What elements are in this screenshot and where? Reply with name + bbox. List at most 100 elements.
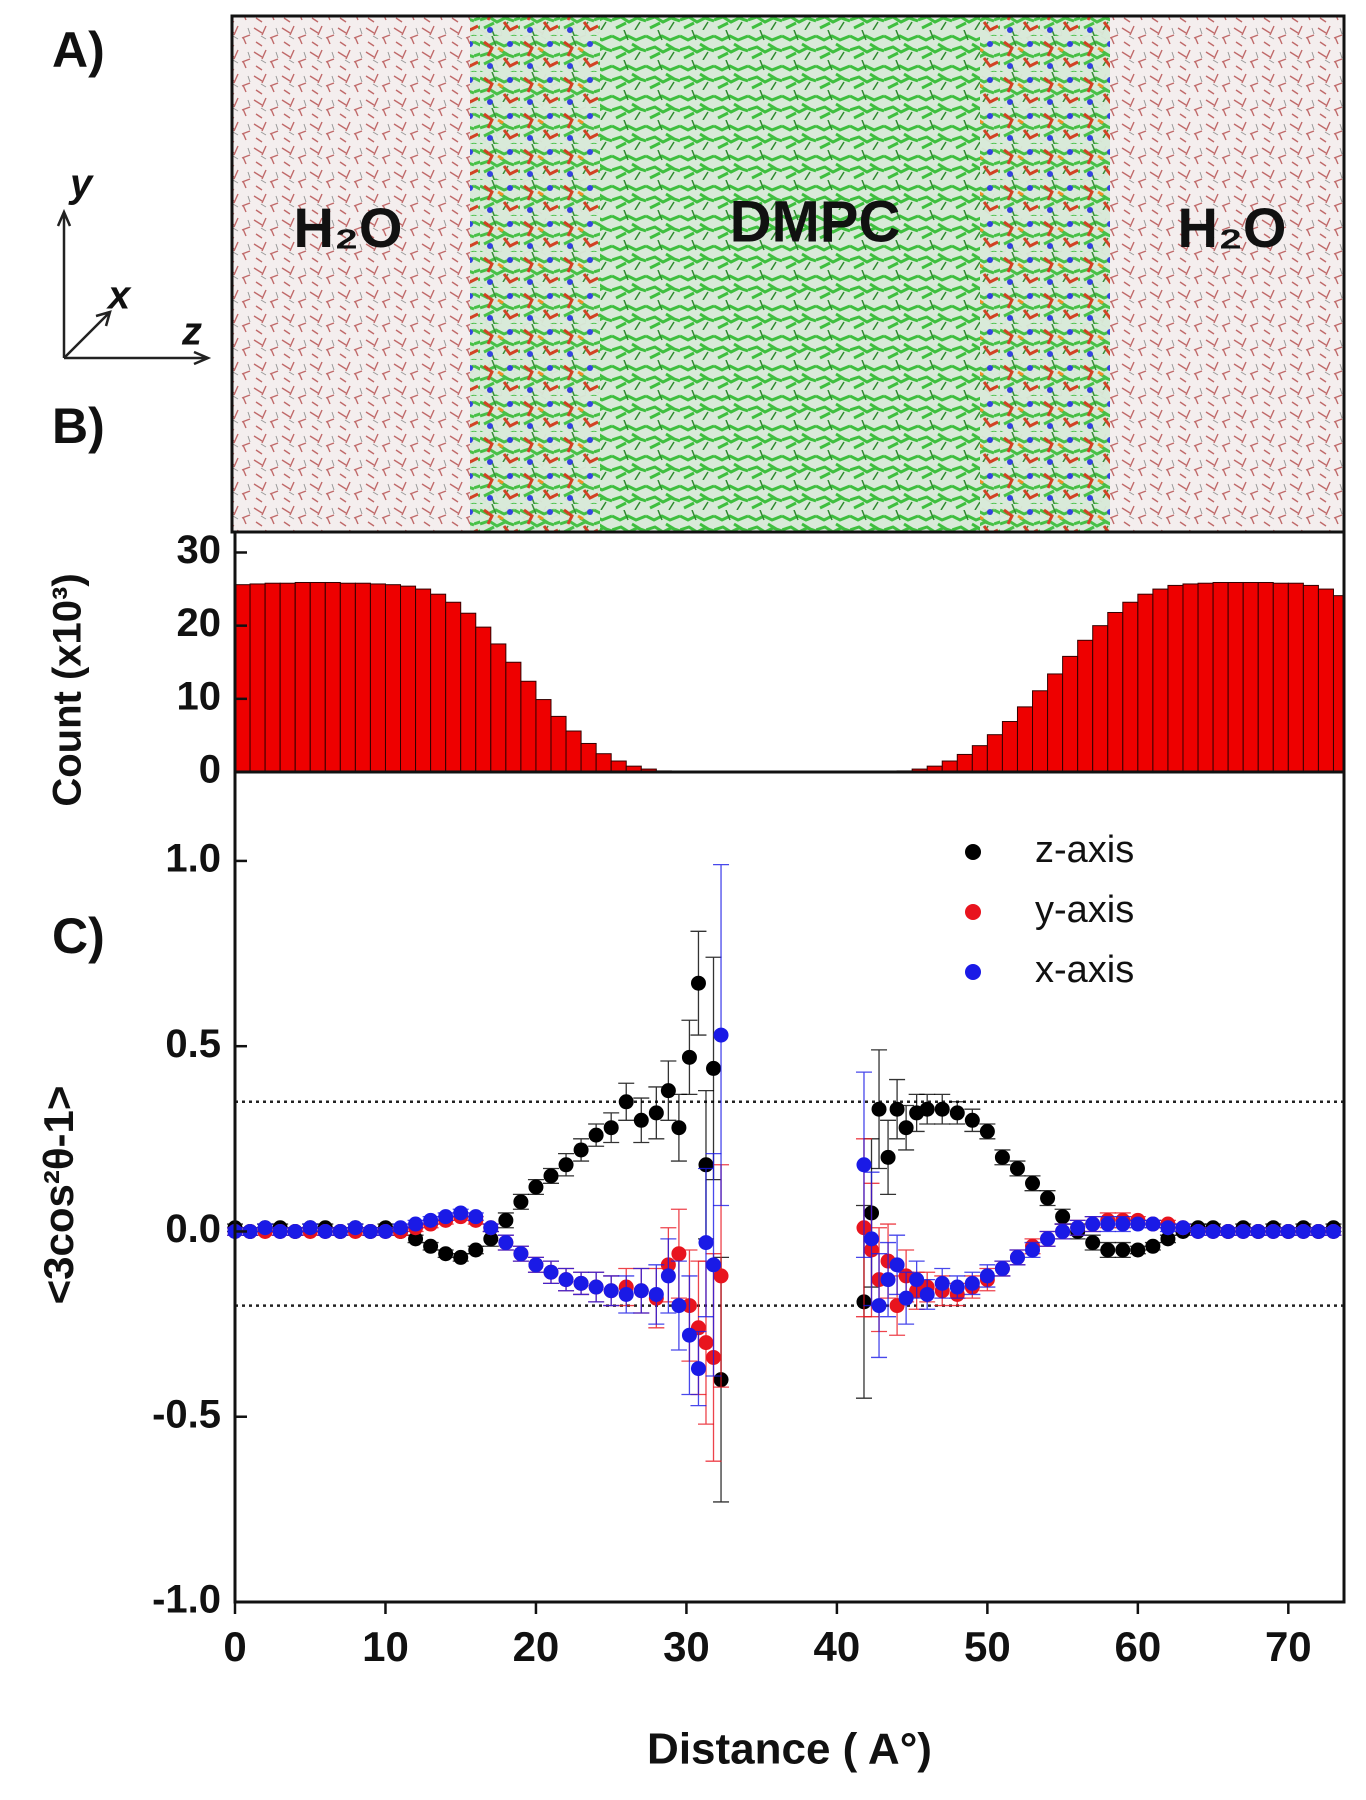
histogram-bar [971,745,988,773]
data-point [498,1235,514,1251]
y-axis-label: Count (x10³) [46,573,90,806]
x-tick-label: 50 [964,1623,1011,1670]
histogram-bar [580,742,597,773]
x-tick-label: 20 [513,1623,560,1670]
data-point [377,1223,393,1239]
data-point [919,1286,935,1302]
data-point [618,1094,634,1110]
data-point [690,975,706,991]
histogram-bar [595,753,612,773]
data-point [681,1327,697,1343]
histogram-bar [1152,588,1169,773]
data-point [964,1112,980,1128]
histogram-bar [565,730,582,773]
data-point [618,1286,634,1302]
legend-label: z-axis [1035,829,1134,871]
histogram-bar [1062,655,1079,773]
data-point [671,1120,687,1136]
data-point [1055,1223,1071,1239]
data-point [1145,1216,1161,1232]
data-point [347,1220,363,1236]
histogram-bar [1092,625,1109,773]
data-point [856,1157,872,1173]
data-point [438,1246,454,1262]
data-point [302,1220,318,1236]
data-point [438,1209,454,1225]
data-point [880,1272,896,1288]
data-point [468,1242,484,1258]
data-point [648,1286,664,1302]
data-point [1070,1220,1086,1236]
snapshot-panel: H₂O DMPC H₂O [230,14,1346,534]
histogram-bar [354,582,371,773]
x-tick-label: 0 [223,1623,246,1670]
data-point [1115,1242,1131,1258]
histogram-bar [550,715,567,773]
data-point [453,1205,469,1221]
data-point [1160,1231,1176,1247]
data-point [1205,1223,1221,1239]
data-point [483,1220,499,1236]
data-point [1055,1209,1071,1225]
histogram-bar [264,582,281,773]
histogram-bar [1122,601,1139,773]
data-point [994,1261,1010,1277]
data-point [1009,1160,1025,1176]
histogram-bar [1001,721,1018,773]
histogram-bar [1227,581,1244,773]
histogram-bar [1212,581,1229,773]
histogram-bar [1197,582,1214,773]
coordinate-axes [56,208,212,366]
data-point [979,1268,995,1284]
histogram-bar [505,661,522,773]
data-point [1325,1223,1341,1239]
histogram-bar [384,584,402,773]
histogram-bar [535,699,552,773]
histogram-bar [956,753,973,773]
histogram-bar [400,585,417,773]
x-tick-label: 60 [1114,1623,1161,1670]
histogram-bar [1032,690,1049,773]
y-tick-label: -0.5 [152,1392,221,1436]
data-point [558,1272,574,1288]
histogram-bar [941,760,958,773]
axis-glyph: y [68,162,94,206]
histogram-bar [369,583,386,773]
histogram-bar [1047,673,1064,773]
data-point [1145,1238,1161,1254]
data-point [681,1049,697,1065]
y-tick-label: 1.0 [165,836,221,880]
data-point [864,1231,880,1247]
data-point [603,1120,619,1136]
legend-marker [965,904,981,920]
data-point [633,1112,649,1128]
histogram-bar [430,593,447,773]
data-point [698,1235,714,1251]
data-point [272,1223,288,1239]
data-point [257,1220,273,1236]
data-point [633,1283,649,1299]
y-tick-label: 10 [177,674,222,718]
data-point [468,1209,484,1225]
histogram-bar [610,760,627,773]
data-point [880,1149,896,1165]
x-tick-label: 70 [1265,1623,1312,1670]
data-point [1235,1223,1251,1239]
y-tick-label: 20 [177,601,222,645]
histogram-bar [1137,593,1154,773]
histogram-bar [1317,588,1334,773]
data-point [543,1264,559,1280]
histogram-bar [309,581,326,773]
histogram-bar [986,734,1003,773]
histogram-bar [520,680,537,773]
histogram-bar [1257,581,1274,773]
data-point [423,1238,439,1254]
data-point [1220,1223,1236,1239]
histogram-bar [1016,706,1034,773]
data-point [1025,1175,1041,1191]
data-point [1130,1216,1146,1232]
data-point [1009,1249,1025,1265]
data-point [1085,1216,1101,1232]
data-point [919,1101,935,1117]
data-point [979,1123,995,1139]
